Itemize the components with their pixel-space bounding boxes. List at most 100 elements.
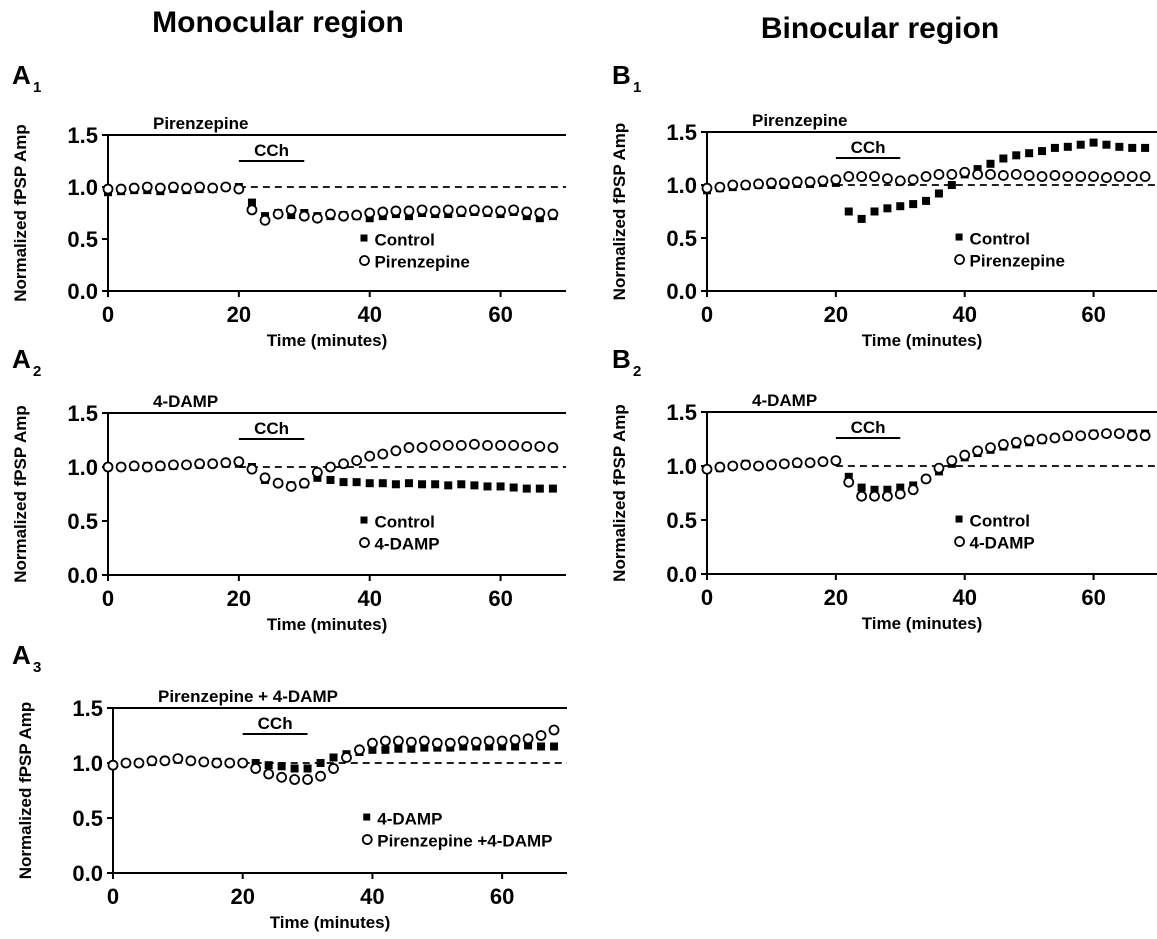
point <box>259 214 271 226</box>
point <box>351 455 363 466</box>
point <box>933 168 945 180</box>
y-tick-label: 0.0 <box>67 563 98 588</box>
point <box>920 171 932 182</box>
point <box>997 438 1009 450</box>
point <box>378 479 387 488</box>
y-axis-label: Normalized fPSP Amp <box>11 124 30 302</box>
y-tick-label: 0.5 <box>666 226 697 251</box>
point <box>381 745 390 754</box>
point <box>233 456 245 468</box>
point <box>766 177 777 189</box>
point <box>791 176 803 188</box>
point <box>547 442 559 453</box>
point <box>154 460 166 472</box>
legend-marker <box>363 813 371 821</box>
point <box>972 168 983 180</box>
point <box>1075 171 1087 182</box>
point <box>482 205 493 217</box>
legend-marker <box>955 233 963 241</box>
point <box>168 181 179 193</box>
legend-label: Pirenzepine <box>970 252 1065 271</box>
point <box>224 757 236 769</box>
point <box>1038 147 1047 156</box>
point <box>391 480 400 489</box>
point <box>102 461 114 473</box>
point <box>947 181 956 189</box>
legend-label: 4-DAMP <box>374 535 439 554</box>
point <box>455 205 467 217</box>
point <box>368 745 377 754</box>
point <box>896 483 905 492</box>
point <box>843 476 855 488</box>
point <box>550 742 559 751</box>
point <box>120 757 132 769</box>
point <box>431 480 440 489</box>
point <box>289 774 301 785</box>
point <box>403 442 415 453</box>
point <box>508 204 520 216</box>
point <box>920 473 932 485</box>
point <box>985 442 996 454</box>
point <box>420 743 429 752</box>
point <box>547 208 559 220</box>
point <box>1128 143 1137 152</box>
x-tick-label: 0 <box>701 585 713 610</box>
y-axis-label: Normalized fPSP Amp <box>610 404 629 582</box>
legend-label: Control <box>970 230 1030 249</box>
point <box>115 183 127 195</box>
legend-marker <box>954 536 965 547</box>
point <box>495 439 506 451</box>
point <box>1063 142 1072 151</box>
point <box>416 204 428 216</box>
stimulus-label: CCh <box>851 418 886 437</box>
point <box>934 189 943 198</box>
point <box>1115 142 1124 151</box>
point <box>365 479 374 488</box>
point <box>1141 143 1150 152</box>
point <box>390 205 402 217</box>
point <box>194 458 206 470</box>
point <box>922 196 931 205</box>
x-tick-label: 60 <box>1081 585 1105 610</box>
point <box>483 482 492 491</box>
point <box>115 461 127 473</box>
point <box>285 204 297 216</box>
legend-label: Control <box>970 512 1030 531</box>
point <box>207 182 219 194</box>
y-tick-label: 1.0 <box>666 454 697 479</box>
point <box>714 181 726 193</box>
y-tick-label: 0.0 <box>666 279 697 304</box>
legend-marker <box>359 537 370 548</box>
point <box>534 441 546 452</box>
point <box>276 771 288 783</box>
point <box>856 171 868 182</box>
y-axis-label: Normalized fPSP Amp <box>11 405 30 583</box>
point <box>511 742 520 751</box>
drug-label: Pirenzepine <box>752 111 847 130</box>
legend-marker <box>954 254 965 265</box>
legend-marker <box>360 234 368 242</box>
point <box>394 744 403 753</box>
point <box>220 181 232 193</box>
point <box>264 761 273 770</box>
panel-label: A <box>12 640 31 670</box>
x-tick-label: 40 <box>357 302 381 327</box>
point <box>1049 170 1061 181</box>
point <box>220 457 232 469</box>
point <box>496 482 505 491</box>
point <box>740 459 752 471</box>
point <box>285 481 297 492</box>
point <box>972 445 983 457</box>
point <box>194 181 206 193</box>
point <box>429 205 441 217</box>
y-tick-label: 0.0 <box>666 562 697 587</box>
x-tick-label: 60 <box>488 586 512 611</box>
panel-label: A <box>12 344 31 374</box>
point <box>548 484 557 493</box>
point <box>246 204 258 216</box>
point <box>429 439 441 451</box>
panel-index: 1 <box>33 79 41 96</box>
point <box>198 756 210 768</box>
x-axis-label: Time (minutes) <box>270 913 391 932</box>
drug-label: Pirenzepine + 4-DAMP <box>158 687 338 706</box>
